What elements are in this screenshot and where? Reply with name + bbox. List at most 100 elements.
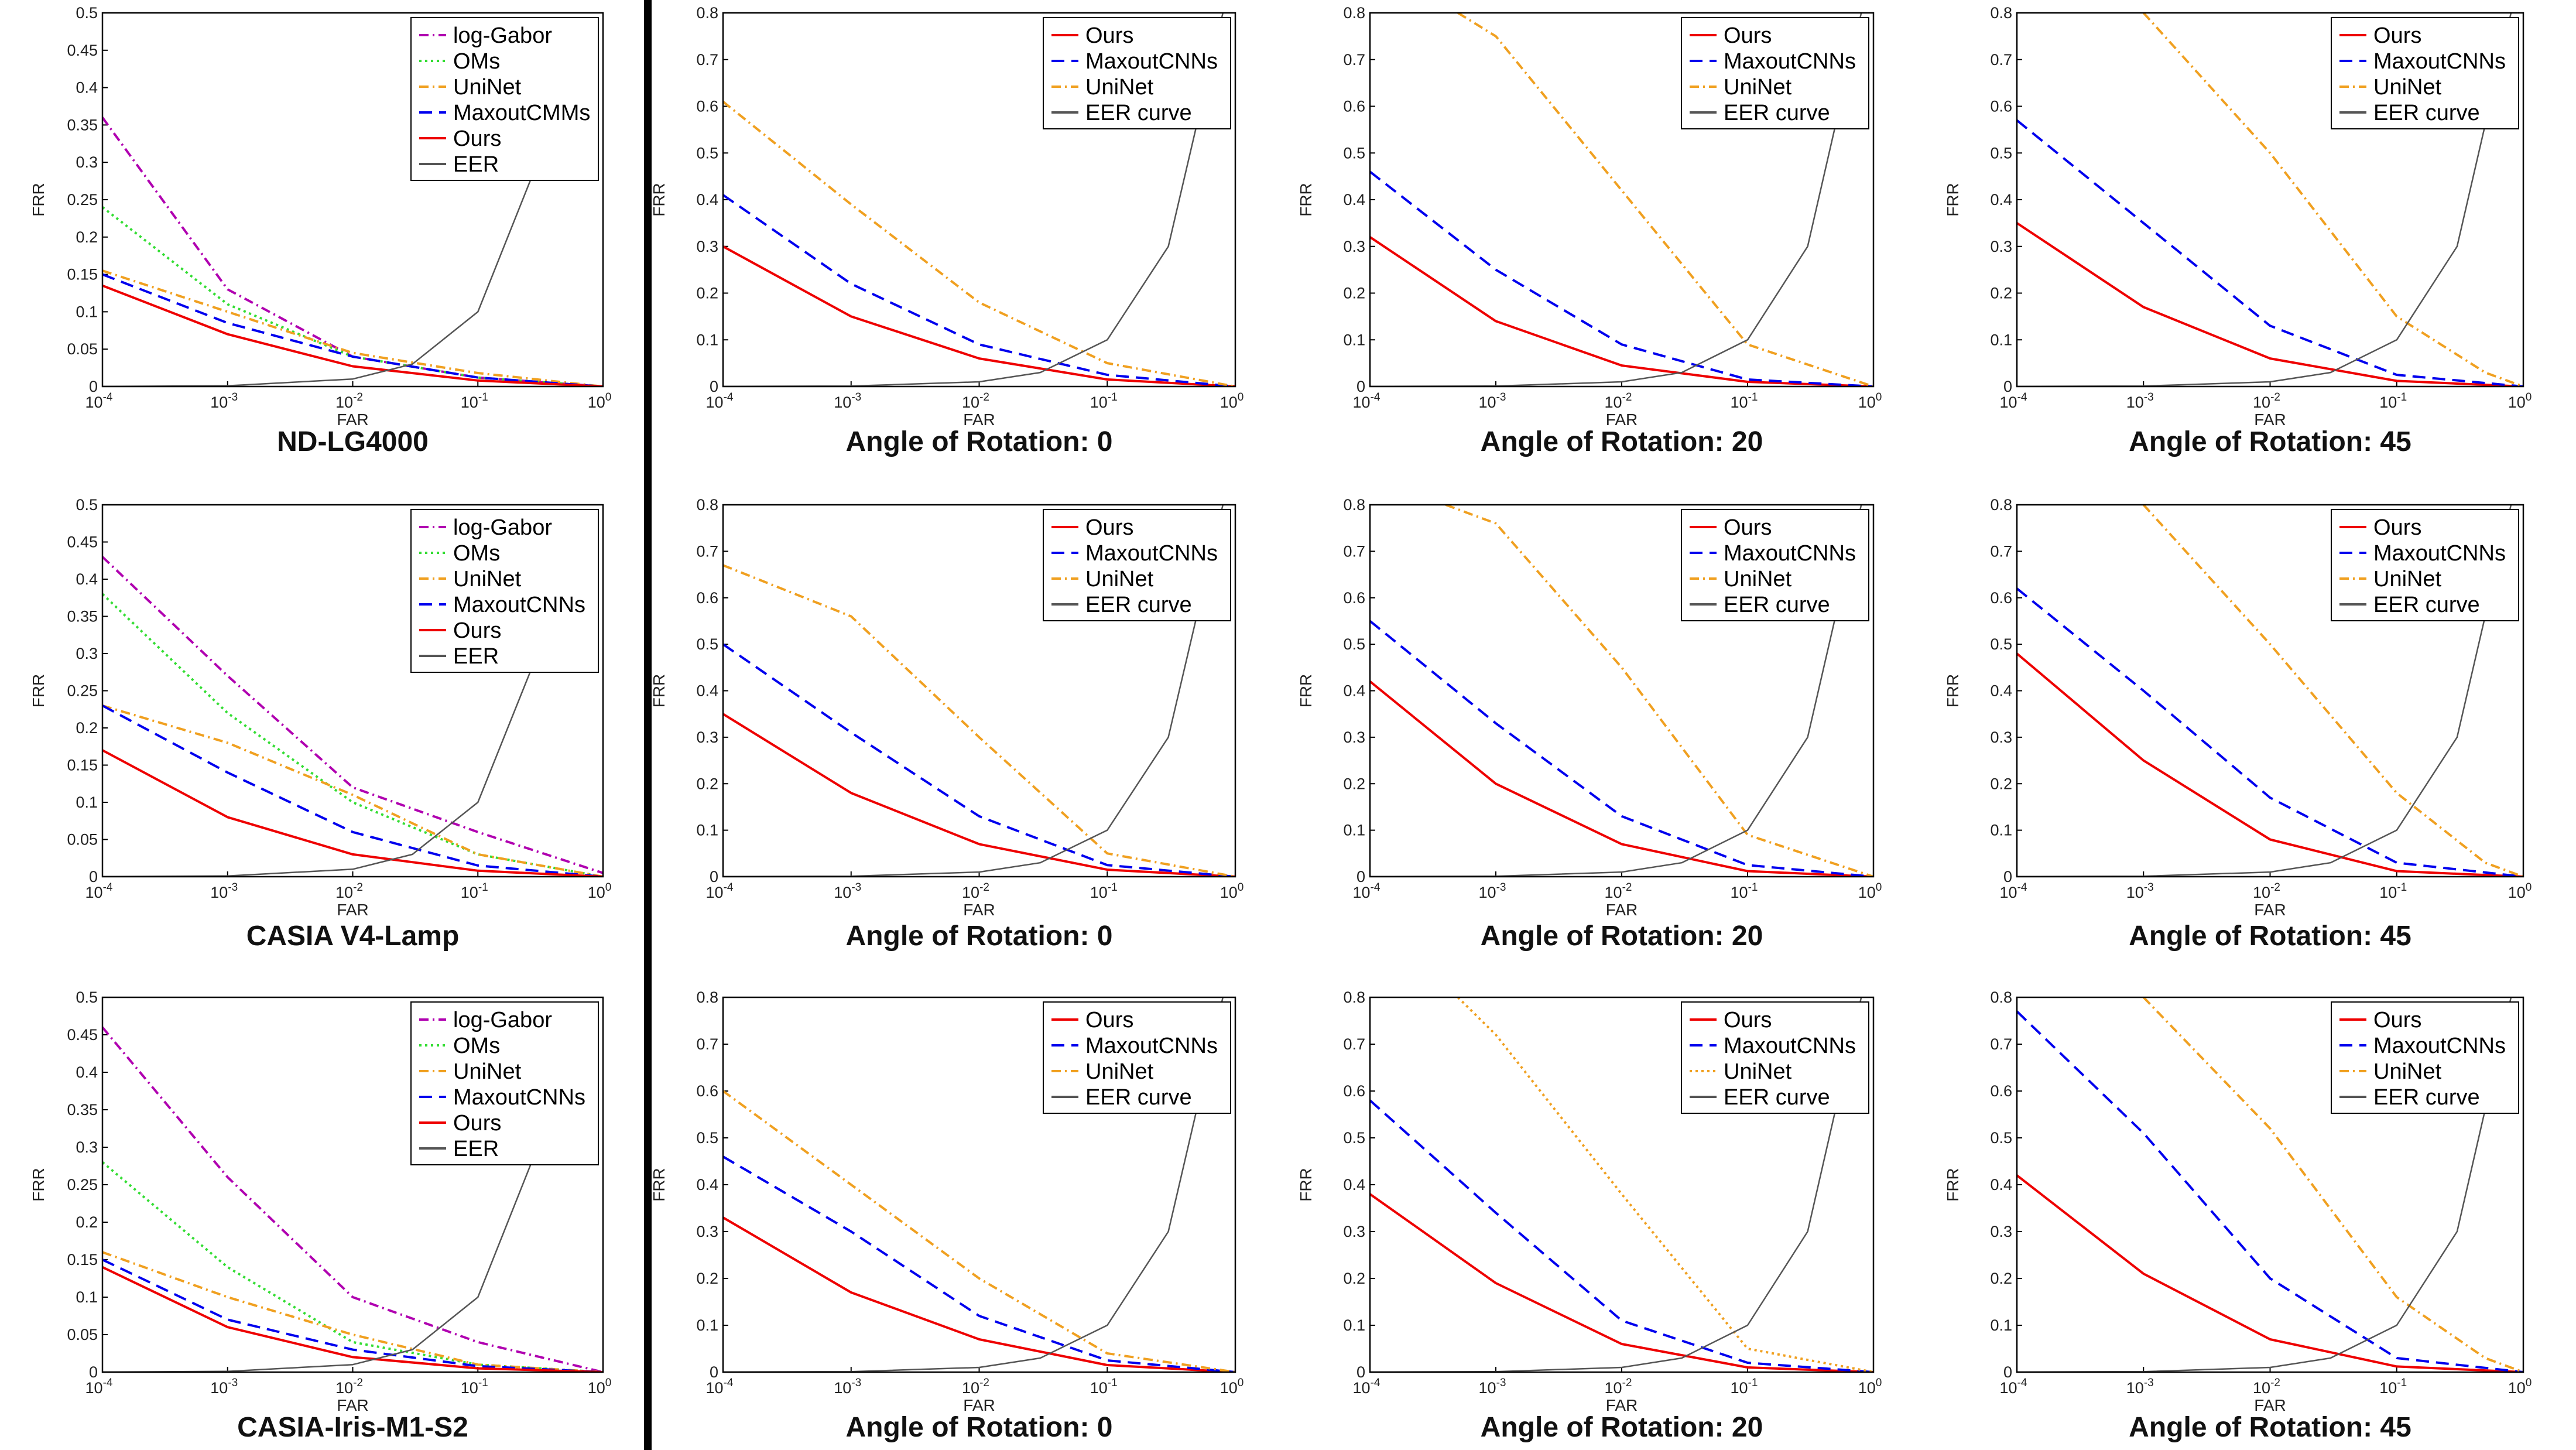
y-tick-label: 0.35 xyxy=(67,1101,98,1119)
legend-entry: UniNet xyxy=(453,1059,522,1084)
series-line-maxoutcnns xyxy=(102,705,603,877)
x-axis-label: FAR xyxy=(1606,901,1638,919)
legend-entry: UniNet xyxy=(1724,567,1792,591)
y-tick-label: 0.2 xyxy=(1990,285,2012,302)
y-tick-label: 0.3 xyxy=(1343,729,1365,746)
x-tick-label: 10-3 xyxy=(834,1377,861,1397)
series-line-uninet xyxy=(102,1251,603,1372)
y-tick-label: 0.7 xyxy=(1343,1035,1365,1053)
y-tick-label: 0.15 xyxy=(67,757,98,774)
y-tick-label: 0.7 xyxy=(1343,51,1365,69)
legend-entry: MaxoutCNNs xyxy=(1724,541,1856,566)
legend-entry: EER xyxy=(453,152,499,177)
y-tick-label: 0.8 xyxy=(1990,496,2012,514)
axes-frame xyxy=(1369,12,1875,388)
y-tick-label: 0.4 xyxy=(1343,682,1365,700)
series-line-ours xyxy=(102,1266,603,1372)
y-tick-label: 0 xyxy=(89,378,98,395)
legend-entry: MaxoutCNNs xyxy=(1724,49,1856,74)
series-line-uninet xyxy=(102,269,603,387)
y-tick-label: 0.7 xyxy=(1990,542,2012,560)
axes-frame xyxy=(101,996,604,1373)
y-tick-label: 0.3 xyxy=(1990,729,2012,746)
x-tick-label: 10-4 xyxy=(1353,391,1381,411)
legend-entry: MaxoutCNNs xyxy=(1724,1034,1856,1058)
y-axis-label: FRR xyxy=(1944,1168,1962,1202)
y-tick-label: 0.6 xyxy=(1990,98,2012,115)
legend-entry: EER xyxy=(453,1137,499,1161)
y-tick-label: 0.6 xyxy=(696,98,718,115)
y-tick-label: 0.8 xyxy=(1343,496,1365,514)
series-line-maxoutcnns xyxy=(723,194,1235,387)
y-tick-label: 0.2 xyxy=(1343,1270,1365,1287)
y-tick-label: 0.6 xyxy=(1990,589,2012,607)
y-tick-label: 0.3 xyxy=(696,238,718,255)
y-tick-label: 0 xyxy=(2003,868,2012,885)
y-tick-label: 0.1 xyxy=(696,331,718,348)
y-tick-label: 0.4 xyxy=(76,79,98,97)
series-line-maxoutcnns xyxy=(1370,170,1873,387)
y-tick-label: 0.45 xyxy=(67,1026,98,1044)
x-axis-label: FAR xyxy=(1606,411,1638,429)
legend-entry: Ours xyxy=(2373,23,2421,48)
y-tick-label: 0 xyxy=(710,378,718,395)
y-tick-label: 0.5 xyxy=(696,635,718,653)
x-axis-label: FAR xyxy=(2254,1396,2286,1414)
y-tick-label: 0.3 xyxy=(1990,238,2012,255)
plot-area xyxy=(102,556,603,877)
series-line-uninet xyxy=(2142,13,2523,387)
series-line-maxoutcnns xyxy=(2017,587,2523,877)
y-axis-label: FRR xyxy=(29,183,47,217)
y-tick-label: 0.1 xyxy=(1343,1316,1365,1334)
series-line-ours xyxy=(2017,1174,2523,1372)
y-tick-label: 0.45 xyxy=(67,42,98,59)
series-line-ours xyxy=(723,1216,1235,1372)
y-axis-label: FRR xyxy=(29,1168,47,1202)
series-line-maxoutcnns xyxy=(1370,620,1873,877)
y-tick-label: 0.8 xyxy=(1990,989,2012,1006)
axes-frame xyxy=(2016,504,2524,878)
y-tick-label: 0.3 xyxy=(76,1138,98,1156)
series-line-maxoutcnns xyxy=(723,643,1235,877)
x-tick-label: 10-3 xyxy=(1479,1377,1506,1397)
y-tick-label: 0 xyxy=(710,1363,718,1381)
chart-title: CASIA-Iris-M1-S2 xyxy=(237,1412,468,1443)
legend-entry: EER xyxy=(453,644,499,669)
y-tick-label: 0.4 xyxy=(76,1063,98,1081)
y-tick-label: 0.8 xyxy=(1343,989,1365,1006)
legend-entry: Ours xyxy=(1085,1008,1133,1032)
y-tick-label: 0.1 xyxy=(1990,331,2012,348)
panels: 0 0.05 0.1 0.15 0.2 0.25 0.3 0.35 0.4 0.45 0.5 10-4… xyxy=(29,4,2532,1443)
axes-frame xyxy=(722,996,1236,1373)
y-tick-label: 0.2 xyxy=(696,1270,718,1287)
chart-panel-3: 00.10.20.30.40.50.60.70.810-4 10-3 10-2 10-… xyxy=(1297,4,1882,457)
y-tick-label: 0.7 xyxy=(696,51,718,69)
chart-title: Angle of Rotation: 0 xyxy=(846,921,1113,952)
legend-entry: log-Gabor xyxy=(453,1008,552,1032)
x-tick-label: 10-3 xyxy=(210,881,238,901)
legend-entry: EER curve xyxy=(1724,593,1830,617)
y-tick-label: 0.4 xyxy=(76,570,98,588)
legend-entry: EER curve xyxy=(1724,101,1830,125)
legend-entry: UniNet xyxy=(2373,1059,2442,1084)
axes-frame xyxy=(722,504,1236,878)
y-tick-label: 0.2 xyxy=(76,1213,98,1231)
y-tick-label: 0.4 xyxy=(1990,682,2012,700)
y-tick-label: 0.5 xyxy=(1343,635,1365,653)
y-tick-label: 0.05 xyxy=(67,831,98,849)
x-tick-label: 10-2 xyxy=(335,1377,363,1397)
y-tick-label: 0.4 xyxy=(696,682,718,700)
y-tick-label: 0.6 xyxy=(1343,98,1365,115)
chart-panel-2: 00.10.20.30.40.50.60.70.810-4 10-3 10-2 10-… xyxy=(650,4,1244,457)
legend-entry: EER curve xyxy=(1724,1085,1830,1110)
x-axis-label: FAR xyxy=(963,901,995,919)
y-tick-label: 0.5 xyxy=(1990,1129,2012,1147)
y-tick-label: 0.2 xyxy=(1990,1270,2012,1287)
axes-frame xyxy=(722,12,1236,388)
